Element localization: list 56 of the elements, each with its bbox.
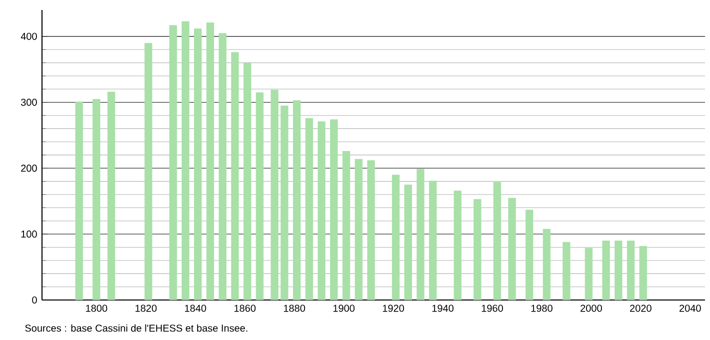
bar [614, 240, 622, 300]
bar [584, 248, 593, 300]
bar [493, 182, 502, 300]
x-tick-label: 2040 [680, 304, 701, 312]
bar [244, 62, 252, 300]
bar [508, 198, 516, 300]
bar [416, 168, 424, 300]
bar [75, 102, 83, 300]
x-tick-label: 1840 [185, 304, 206, 312]
y-tick-label: 200 [21, 164, 37, 172]
x-tick-label: 1980 [531, 304, 552, 312]
bar [231, 52, 239, 300]
bar [92, 98, 100, 300]
x-tick-label: 1920 [382, 304, 404, 312]
x-tick-label: 2000 [580, 304, 602, 312]
bar [392, 174, 400, 300]
bar [429, 180, 437, 300]
bar [318, 121, 326, 300]
bar [305, 118, 314, 300]
x-tick-label: 1940 [432, 304, 454, 312]
x-tick-label: 1860 [234, 304, 256, 312]
bar [602, 240, 610, 300]
bar [169, 25, 177, 300]
bar [626, 240, 635, 300]
bar [354, 158, 362, 300]
x-tick-label: 2020 [630, 304, 652, 312]
bar [206, 22, 214, 300]
y-tick-label: 300 [20, 98, 37, 106]
bar [342, 151, 350, 300]
x-tick-label: 1820 [136, 304, 157, 312]
x-tick-label: 1900 [333, 304, 355, 312]
bar [107, 92, 116, 300]
bar [367, 160, 375, 300]
bar [404, 184, 412, 300]
x-tick-label: 1800 [86, 304, 108, 312]
x-tick-label: 1880 [284, 304, 306, 312]
bar [454, 190, 462, 300]
bar [144, 42, 152, 300]
bar [218, 33, 226, 300]
bar [270, 90, 278, 300]
bar [280, 106, 288, 300]
y-tick-label: 0 [32, 296, 37, 304]
bar [256, 92, 264, 300]
bar [330, 119, 338, 300]
y-tick-label: 100 [21, 230, 37, 238]
bar [542, 228, 551, 300]
bar [639, 246, 647, 300]
bar [194, 28, 202, 300]
source-note: Sources : base Cassini de l'EHESS et base Insee. [25, 324, 248, 332]
bar [562, 242, 570, 300]
bar [182, 21, 190, 300]
bar [526, 210, 534, 300]
x-tick-label: 1960 [482, 304, 503, 312]
bar [474, 199, 482, 300]
y-tick-label: 400 [20, 32, 37, 40]
bar [292, 100, 301, 300]
